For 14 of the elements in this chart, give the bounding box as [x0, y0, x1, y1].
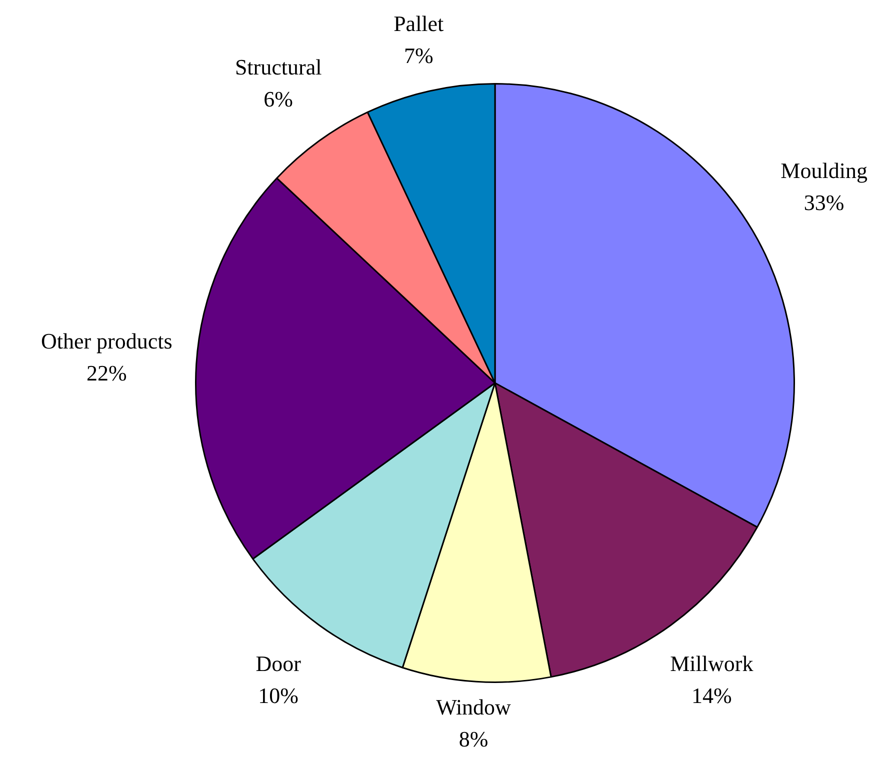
data-label: 10% — [258, 683, 298, 708]
slice-label: Millwork — [670, 651, 754, 676]
data-label: 14% — [692, 683, 732, 708]
data-label: 22% — [86, 360, 127, 386]
slice-label: Pallet — [394, 11, 444, 36]
slice-label: Window — [436, 694, 512, 720]
data-label: 7% — [404, 43, 434, 68]
data-label: 33% — [804, 190, 844, 216]
slice-label: Structural — [234, 54, 322, 80]
data-label: 6% — [264, 86, 293, 112]
slice-label: Moulding — [780, 158, 868, 184]
slice-label: Other products — [40, 328, 172, 354]
data-label: 8% — [458, 726, 488, 752]
slice-label: Door — [256, 651, 302, 676]
